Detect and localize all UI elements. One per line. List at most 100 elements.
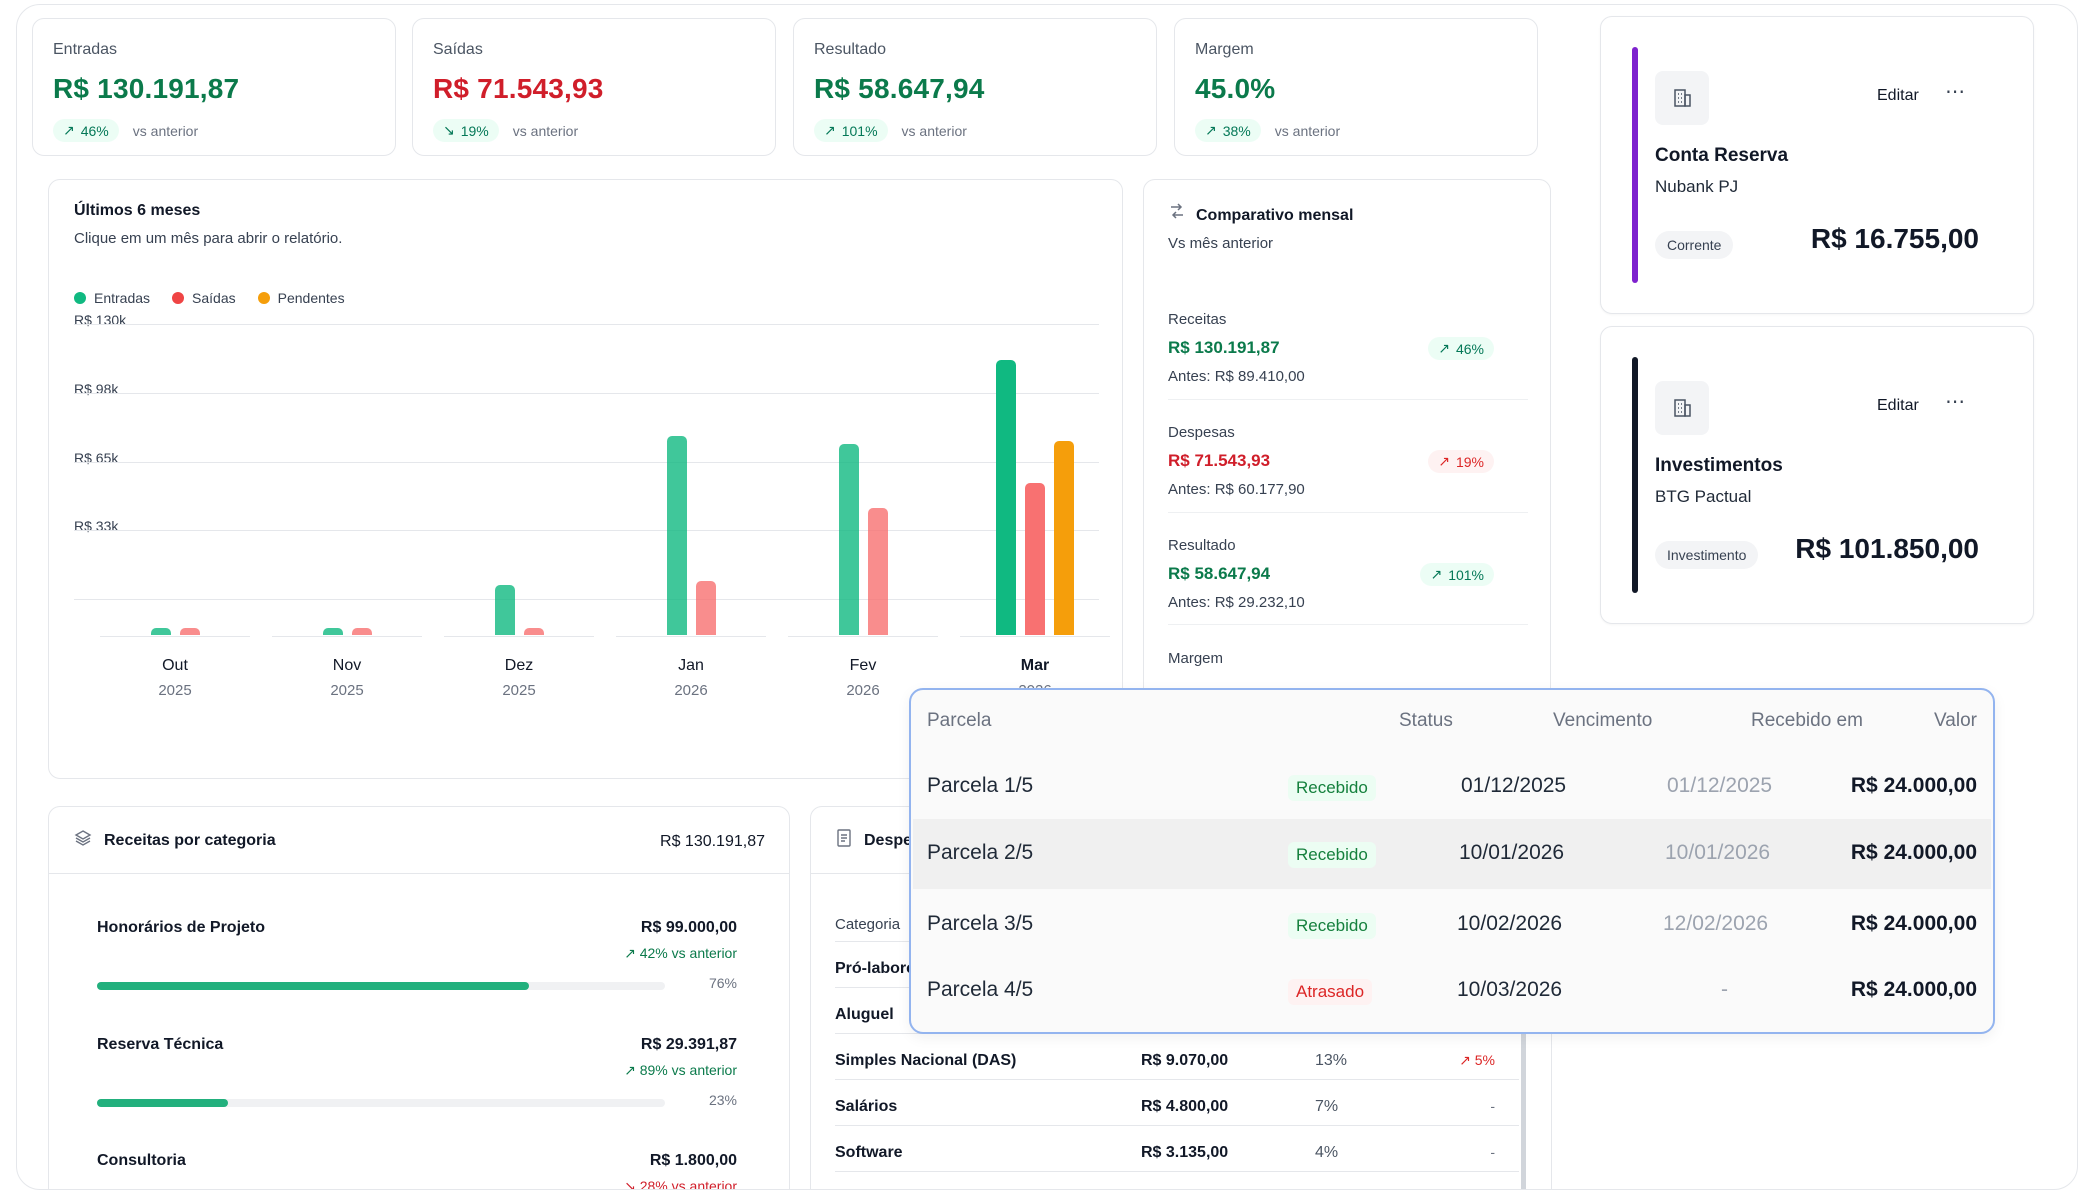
kpi-change: 46% xyxy=(80,122,109,139)
category-progress-fill xyxy=(97,982,529,990)
category-change: ↗ 89% vs anterior xyxy=(624,1062,737,1078)
parcela-row[interactable]: Parcela 2/5 Recebido 10/01/2026 10/01/20… xyxy=(913,819,1991,889)
year-label: 2026 xyxy=(846,682,880,699)
parcela-row[interactable]: Parcela 1/5 Recebido 01/12/2025 01/12/20… xyxy=(913,752,1991,822)
category-item[interactable]: Consultoria R$ 1.800,00 ↘ 28% vs anterio… xyxy=(97,1152,737,1189)
parcela-row[interactable]: Parcela 4/5 Atrasado 10/03/2026 - R$ 24.… xyxy=(913,956,1991,1026)
comp-label: Despesas xyxy=(1168,424,1235,441)
parcela-row[interactable]: Parcela 3/5 Recebido 10/02/2026 12/02/20… xyxy=(913,890,1991,960)
trend-up-icon: ↗ xyxy=(63,122,75,138)
chart-title: Últimos 6 meses xyxy=(74,202,201,219)
account-balance: R$ 101.850,00 xyxy=(1795,533,1979,564)
category-amount: R$ 29.391,87 xyxy=(640,1036,737,1053)
column-header-valor[interactable]: Valor xyxy=(1934,710,1977,731)
row-amount: R$ 9.070,00 xyxy=(1141,1052,1229,1069)
column-header-recebido[interactable]: Recebido em xyxy=(1751,710,1863,731)
chart-subtitle: Clique em um mês para abrir o relatório. xyxy=(74,230,343,247)
row-category: Software xyxy=(835,1144,903,1161)
trend-up-icon: ↗ xyxy=(1438,453,1450,469)
kpi-value: R$ 71.543,93 xyxy=(433,73,604,104)
bar-saídas[interactable] xyxy=(695,581,716,635)
bar-saídas[interactable] xyxy=(1025,483,1045,635)
edit-account-button[interactable]: Editar xyxy=(1877,397,1919,414)
kpi-change-badge: ↗ 101% xyxy=(814,119,888,142)
more-options-icon[interactable]: ⋯ xyxy=(1945,391,1966,413)
row-amount: R$ 3.135,00 xyxy=(1141,1144,1229,1161)
row-change: - xyxy=(1490,1144,1495,1160)
month-label[interactable]: Out xyxy=(162,657,188,674)
y-tick-label: R$ 98k xyxy=(74,381,119,397)
kpi-note: vs anterior xyxy=(132,122,199,139)
month-label[interactable]: Dez xyxy=(504,657,534,674)
comp-row-despesas: Despesas R$ 71.543,93 Antes: R$ 60.177,9… xyxy=(1168,424,1528,498)
row-change: - xyxy=(1490,1098,1495,1114)
comp-change-badge: ↗ 19% xyxy=(1428,450,1494,473)
bar-entradas[interactable] xyxy=(996,359,1016,635)
monthly-chart-card: Últimos 6 meses Clique em um mês para ab… xyxy=(48,179,1123,779)
recebido-date: - xyxy=(1721,978,1728,1001)
parcela-valor: R$ 24.000,00 xyxy=(1850,774,1977,797)
account-card-conta-reserva[interactable]: Editar ⋯ Conta Reserva Nubank PJ Corrent… xyxy=(1600,16,2034,314)
column-header-parcela[interactable]: Parcela xyxy=(927,710,992,731)
chart-legend: Entradas Saídas Pendentes xyxy=(74,290,345,306)
account-card-investimentos[interactable]: Editar ⋯ Investimentos BTG Pactual Inves… xyxy=(1600,326,2034,624)
category-progress-track xyxy=(97,982,665,990)
legend-item-entradas[interactable]: Entradas xyxy=(74,290,150,306)
kpi-label: Entradas xyxy=(53,41,118,58)
comp-row-margem: Margem xyxy=(1168,650,1528,667)
row-percent: 4% xyxy=(1315,1144,1339,1161)
row-percent: 13% xyxy=(1315,1052,1348,1069)
comp-antes: Antes: R$ 60.177,90 xyxy=(1168,481,1305,498)
divider xyxy=(49,873,789,874)
gridline xyxy=(74,530,1099,531)
table-header: Categoria xyxy=(835,916,1519,933)
month-label[interactable]: Nov xyxy=(332,657,362,674)
scrollbar[interactable] xyxy=(1521,1007,1526,1189)
bar-saídas[interactable] xyxy=(523,627,544,635)
category-item[interactable]: Reserva Técnica R$ 29.391,87 ↗ 89% vs an… xyxy=(97,1036,737,1108)
month-label[interactable]: Jan xyxy=(678,657,704,674)
account-color-stripe xyxy=(1632,357,1638,593)
kpi-note: vs anterior xyxy=(901,122,967,139)
kpi-note: vs anterior xyxy=(1274,122,1341,139)
year-label: 2025 xyxy=(330,682,364,699)
row-category: Aluguel xyxy=(835,1006,894,1023)
compare-arrows-icon xyxy=(1168,202,1186,225)
bar-entradas[interactable] xyxy=(838,443,859,635)
bar-saídas[interactable] xyxy=(351,627,372,635)
divider xyxy=(1168,399,1528,400)
kpi-value: 45.0% xyxy=(1195,73,1276,104)
gridline xyxy=(74,599,1099,600)
category-amount: R$ 99.000,00 xyxy=(640,919,737,936)
bar-pendentes[interactable] xyxy=(1054,441,1074,635)
bar-entradas[interactable] xyxy=(150,627,171,635)
edit-account-button[interactable]: Editar xyxy=(1877,87,1919,104)
y-tick-label: R$ 33k xyxy=(74,518,119,534)
category-name: Reserva Técnica xyxy=(97,1036,224,1053)
bar-saídas[interactable] xyxy=(179,627,200,635)
bar-entradas[interactable] xyxy=(666,436,687,635)
row-percent: 7% xyxy=(1315,1098,1339,1115)
category-item[interactable]: Honorários de Projeto R$ 99.000,00 ↗ 42%… xyxy=(97,919,737,991)
more-options-icon[interactable]: ⋯ xyxy=(1945,81,1966,103)
bar-entradas[interactable] xyxy=(494,584,515,635)
bar-entradas[interactable] xyxy=(322,627,343,635)
legend-item-saidas[interactable]: Saídas xyxy=(172,290,236,306)
kpi-change: 19% xyxy=(460,122,489,139)
account-type-badge: Corrente xyxy=(1655,231,1734,259)
status-badge: Recebido xyxy=(1288,775,1376,801)
vencimento-date: 10/01/2026 xyxy=(1459,841,1565,864)
month-label[interactable]: Fev xyxy=(849,657,877,674)
account-name: Investimentos xyxy=(1655,455,1783,476)
month-baseline xyxy=(272,636,422,637)
parcela-valor: R$ 24.000,00 xyxy=(1850,912,1977,935)
legend-item-pendentes[interactable]: Pendentes xyxy=(257,290,345,306)
divider xyxy=(835,1079,1519,1080)
column-header-status[interactable]: Status xyxy=(1399,710,1453,731)
bar-saídas[interactable] xyxy=(867,508,888,635)
y-tick-label: R$ 130k xyxy=(74,312,127,328)
month-label[interactable]: Mar xyxy=(1020,657,1050,674)
kpi-card-resultado: Resultado R$ 58.647,94 ↗ 101% vs anterior xyxy=(793,18,1157,156)
column-header-vencimento[interactable]: Vencimento xyxy=(1553,710,1653,731)
building-icon xyxy=(1655,71,1709,125)
